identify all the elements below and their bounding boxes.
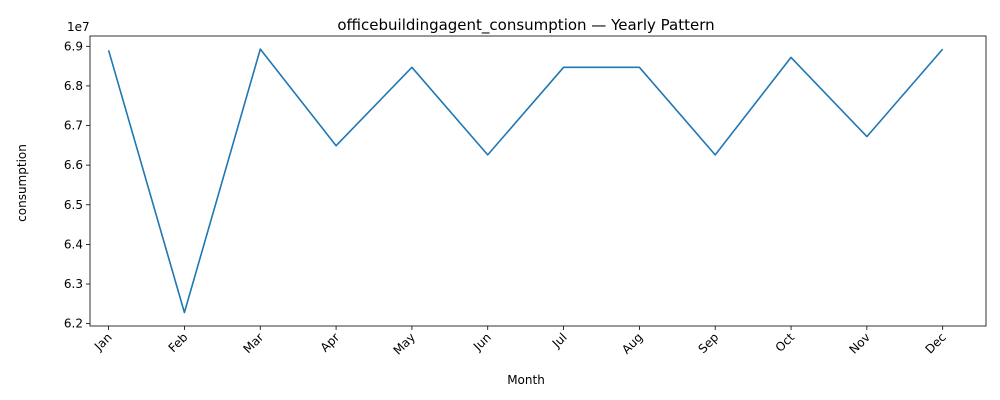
x-tick-label: Apr [318, 330, 343, 355]
chart-title: officebuildingagent_consumption — Yearly… [337, 16, 714, 35]
x-tick-label: Feb [166, 330, 191, 355]
y-tick-label: 6.6 [64, 158, 83, 172]
y-tick-label: 6.4 [64, 237, 83, 251]
x-tick-label: Oct [773, 330, 798, 355]
x-tick-label: Jan [91, 330, 115, 354]
x-tick-label: Sep [695, 330, 721, 356]
y-tick-label: 6.3 [64, 277, 83, 291]
y-tick-label: 6.5 [64, 198, 83, 212]
series-line [107, 48, 944, 314]
x-tick-label: Mar [240, 330, 266, 356]
y-axis-label: consumption [15, 144, 29, 222]
x-tick-label: Dec [922, 330, 948, 356]
y-tick-label: 6.9 [64, 39, 83, 53]
x-axis-label: Month [507, 373, 545, 387]
y-tick-label: 6.2 [64, 317, 83, 331]
y-offset-label: 1e7 [67, 20, 90, 34]
y-tick-label: 6.8 [64, 79, 83, 93]
x-tick-label: Nov [847, 330, 873, 356]
plot-frame [89, 35, 987, 327]
plot-area: 6.2 6.3 6.4 6.5 6.6 6.7 6.8 6.9 Jan Feb Mar Apr May J… [64, 35, 987, 358]
x-tick-label: Jul [549, 330, 570, 351]
x-tick-label: May [391, 330, 418, 357]
x-tick-label: Jun [470, 330, 494, 354]
y-tick-label: 6.7 [64, 119, 83, 133]
x-tick-label: Aug [619, 330, 645, 356]
